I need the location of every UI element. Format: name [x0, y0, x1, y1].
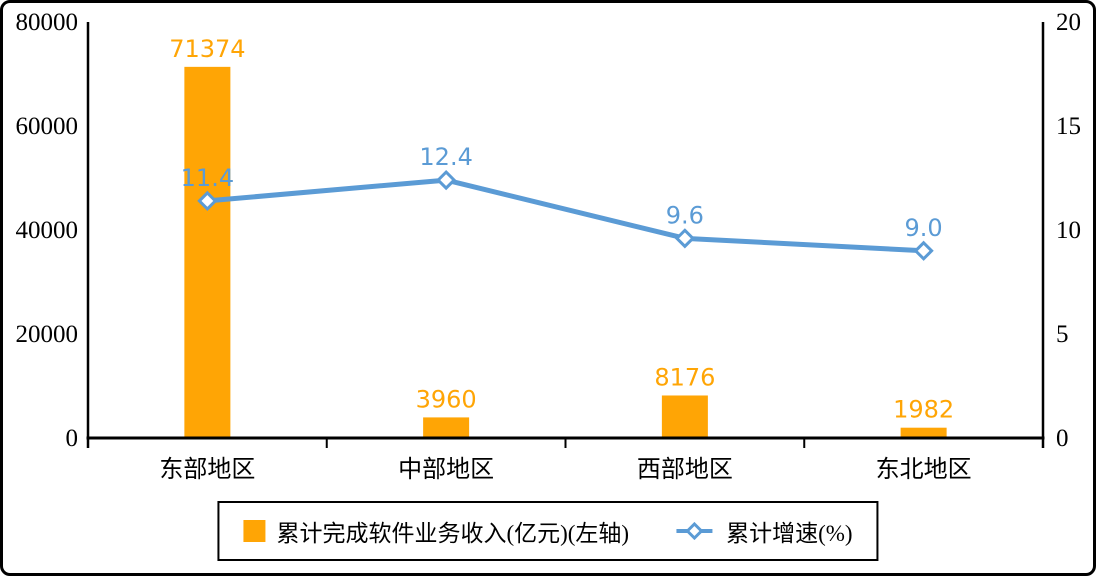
growth-line: [207, 177, 924, 254]
line-value-label: 9.6: [666, 201, 704, 229]
line-value-label: 11.4: [181, 164, 234, 192]
x-axis-category-label: 东北地区: [876, 456, 972, 483]
y-axis-left-tick-label: 0: [66, 425, 79, 452]
y-axis-right-tick-label: 20: [1056, 9, 1081, 36]
diamond-marker: [436, 169, 457, 191]
y-axis-left-tick-label: 40000: [16, 217, 79, 244]
y-axis-right-tick-label: 10: [1056, 217, 1081, 244]
diamond-marker: [913, 240, 934, 261]
line-value-label: 9.0: [905, 214, 943, 242]
legend-label-line-series: 累计增速(%): [726, 521, 853, 546]
bar-value-label: 1982: [893, 396, 954, 424]
y-axis-right-tick-label: 5: [1056, 321, 1069, 348]
bar-value-label: 8176: [654, 363, 715, 391]
combo-chart: 71374 3960 8176 1982 11.4 12.4 9.6 9.0 0 20000 400…: [16, 9, 1082, 483]
legend-label-bar-series: 累计完成软件业务收入(亿元)(左轴): [276, 521, 630, 546]
y-axis-left-tick-label: 60000: [16, 113, 79, 140]
bar-swatch-icon: [243, 520, 266, 542]
bar: [900, 427, 947, 438]
legend-item-line-series: 累计增速(%): [673, 514, 853, 548]
x-axis-category-label: 西部地区: [637, 456, 733, 483]
y-axis-right-tick-label: 0: [1056, 425, 1069, 452]
bar-value-label: 3960: [416, 385, 477, 413]
legend: 累计完成软件业务收入(亿元)(左轴) 累计增速(%): [217, 501, 879, 561]
diamond-marker: [197, 190, 218, 212]
bar: [423, 417, 470, 438]
x-axis-category-label: 东部地区: [159, 456, 255, 483]
line-diamond-icon: [676, 522, 713, 540]
y-axis-right-tick-label: 15: [1056, 113, 1081, 140]
bar: [184, 66, 231, 439]
x-axis-category-label: 中部地区: [398, 456, 494, 483]
line-value-label: 12.4: [419, 143, 472, 171]
legend-item-bar-series: 累计完成软件业务收入(亿元)(左轴): [243, 514, 629, 548]
bar-value-label: 71374: [169, 35, 245, 63]
y-axis-left-tick-label: 20000: [16, 321, 79, 348]
bar: [661, 395, 708, 438]
diamond-marker: [674, 228, 695, 249]
y-axis-left-tick-label: 80000: [16, 9, 79, 36]
